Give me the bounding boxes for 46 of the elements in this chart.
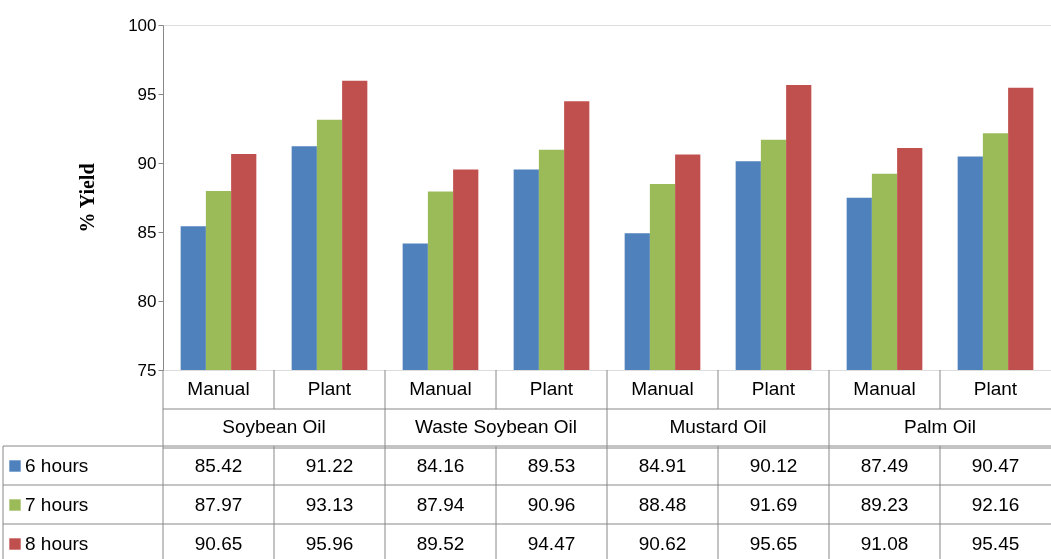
- x-tick-label: Plant: [307, 378, 352, 399]
- text: Waste Soybean Oil: [415, 416, 577, 437]
- x-tick-label: Plant: [973, 378, 1018, 399]
- x-tick-label: Plant: [751, 378, 796, 399]
- legend-label: 8 hours: [25, 533, 89, 554]
- y-tick-label: 75: [137, 360, 157, 380]
- data-label: 95.45: [971, 533, 1020, 554]
- data-label: 91.22: [305, 455, 354, 476]
- x-tick-label: Plant: [529, 378, 574, 399]
- legend-label: 7 hours: [25, 494, 89, 515]
- y-tick-label: 85: [137, 222, 157, 242]
- data-label: 87.49: [860, 455, 909, 476]
- data-label: 91.69: [749, 494, 798, 515]
- data-label: 85.42: [194, 455, 243, 476]
- x-tick-label: Manual: [187, 378, 250, 399]
- data-label: 89.53: [527, 455, 576, 476]
- y-axis-title: % Yield: [76, 163, 99, 233]
- data-label: 87.97: [194, 494, 243, 515]
- data-label: 88.48: [638, 494, 687, 515]
- data-label: 94.47: [527, 533, 576, 554]
- data-label: 84.16: [416, 455, 465, 476]
- text: Palm Oil: [904, 416, 976, 437]
- data-label: 90.62: [638, 533, 687, 554]
- x-tick-label: Manual: [409, 378, 472, 399]
- text: Mustard Oil: [669, 416, 767, 437]
- data-label: 93.13: [305, 494, 354, 515]
- data-label: 89.52: [416, 533, 465, 554]
- data-label: 89.23: [860, 494, 909, 515]
- data-label: 90.12: [749, 455, 798, 476]
- legend-label: 6 hours: [25, 455, 89, 476]
- text: Soybean Oil: [222, 416, 326, 437]
- y-tick-label: 95: [137, 84, 157, 104]
- y-tick-label: 100: [128, 15, 157, 35]
- data-label: 90.65: [194, 533, 243, 554]
- data-label: 92.16: [971, 494, 1020, 515]
- x-tick-label: Manual: [631, 378, 694, 399]
- data-label: 91.08: [860, 533, 909, 554]
- x-tick-label: Manual: [853, 378, 916, 399]
- data-label: 95.96: [305, 533, 354, 554]
- data-label: 95.65: [749, 533, 798, 554]
- data-label: 87.94: [416, 494, 465, 515]
- y-tick-label: 90: [137, 153, 157, 173]
- data-label: 90.96: [527, 494, 576, 515]
- data-label: 90.47: [971, 455, 1020, 476]
- y-tick-label: 80: [137, 291, 157, 311]
- data-label: 84.91: [638, 455, 687, 476]
